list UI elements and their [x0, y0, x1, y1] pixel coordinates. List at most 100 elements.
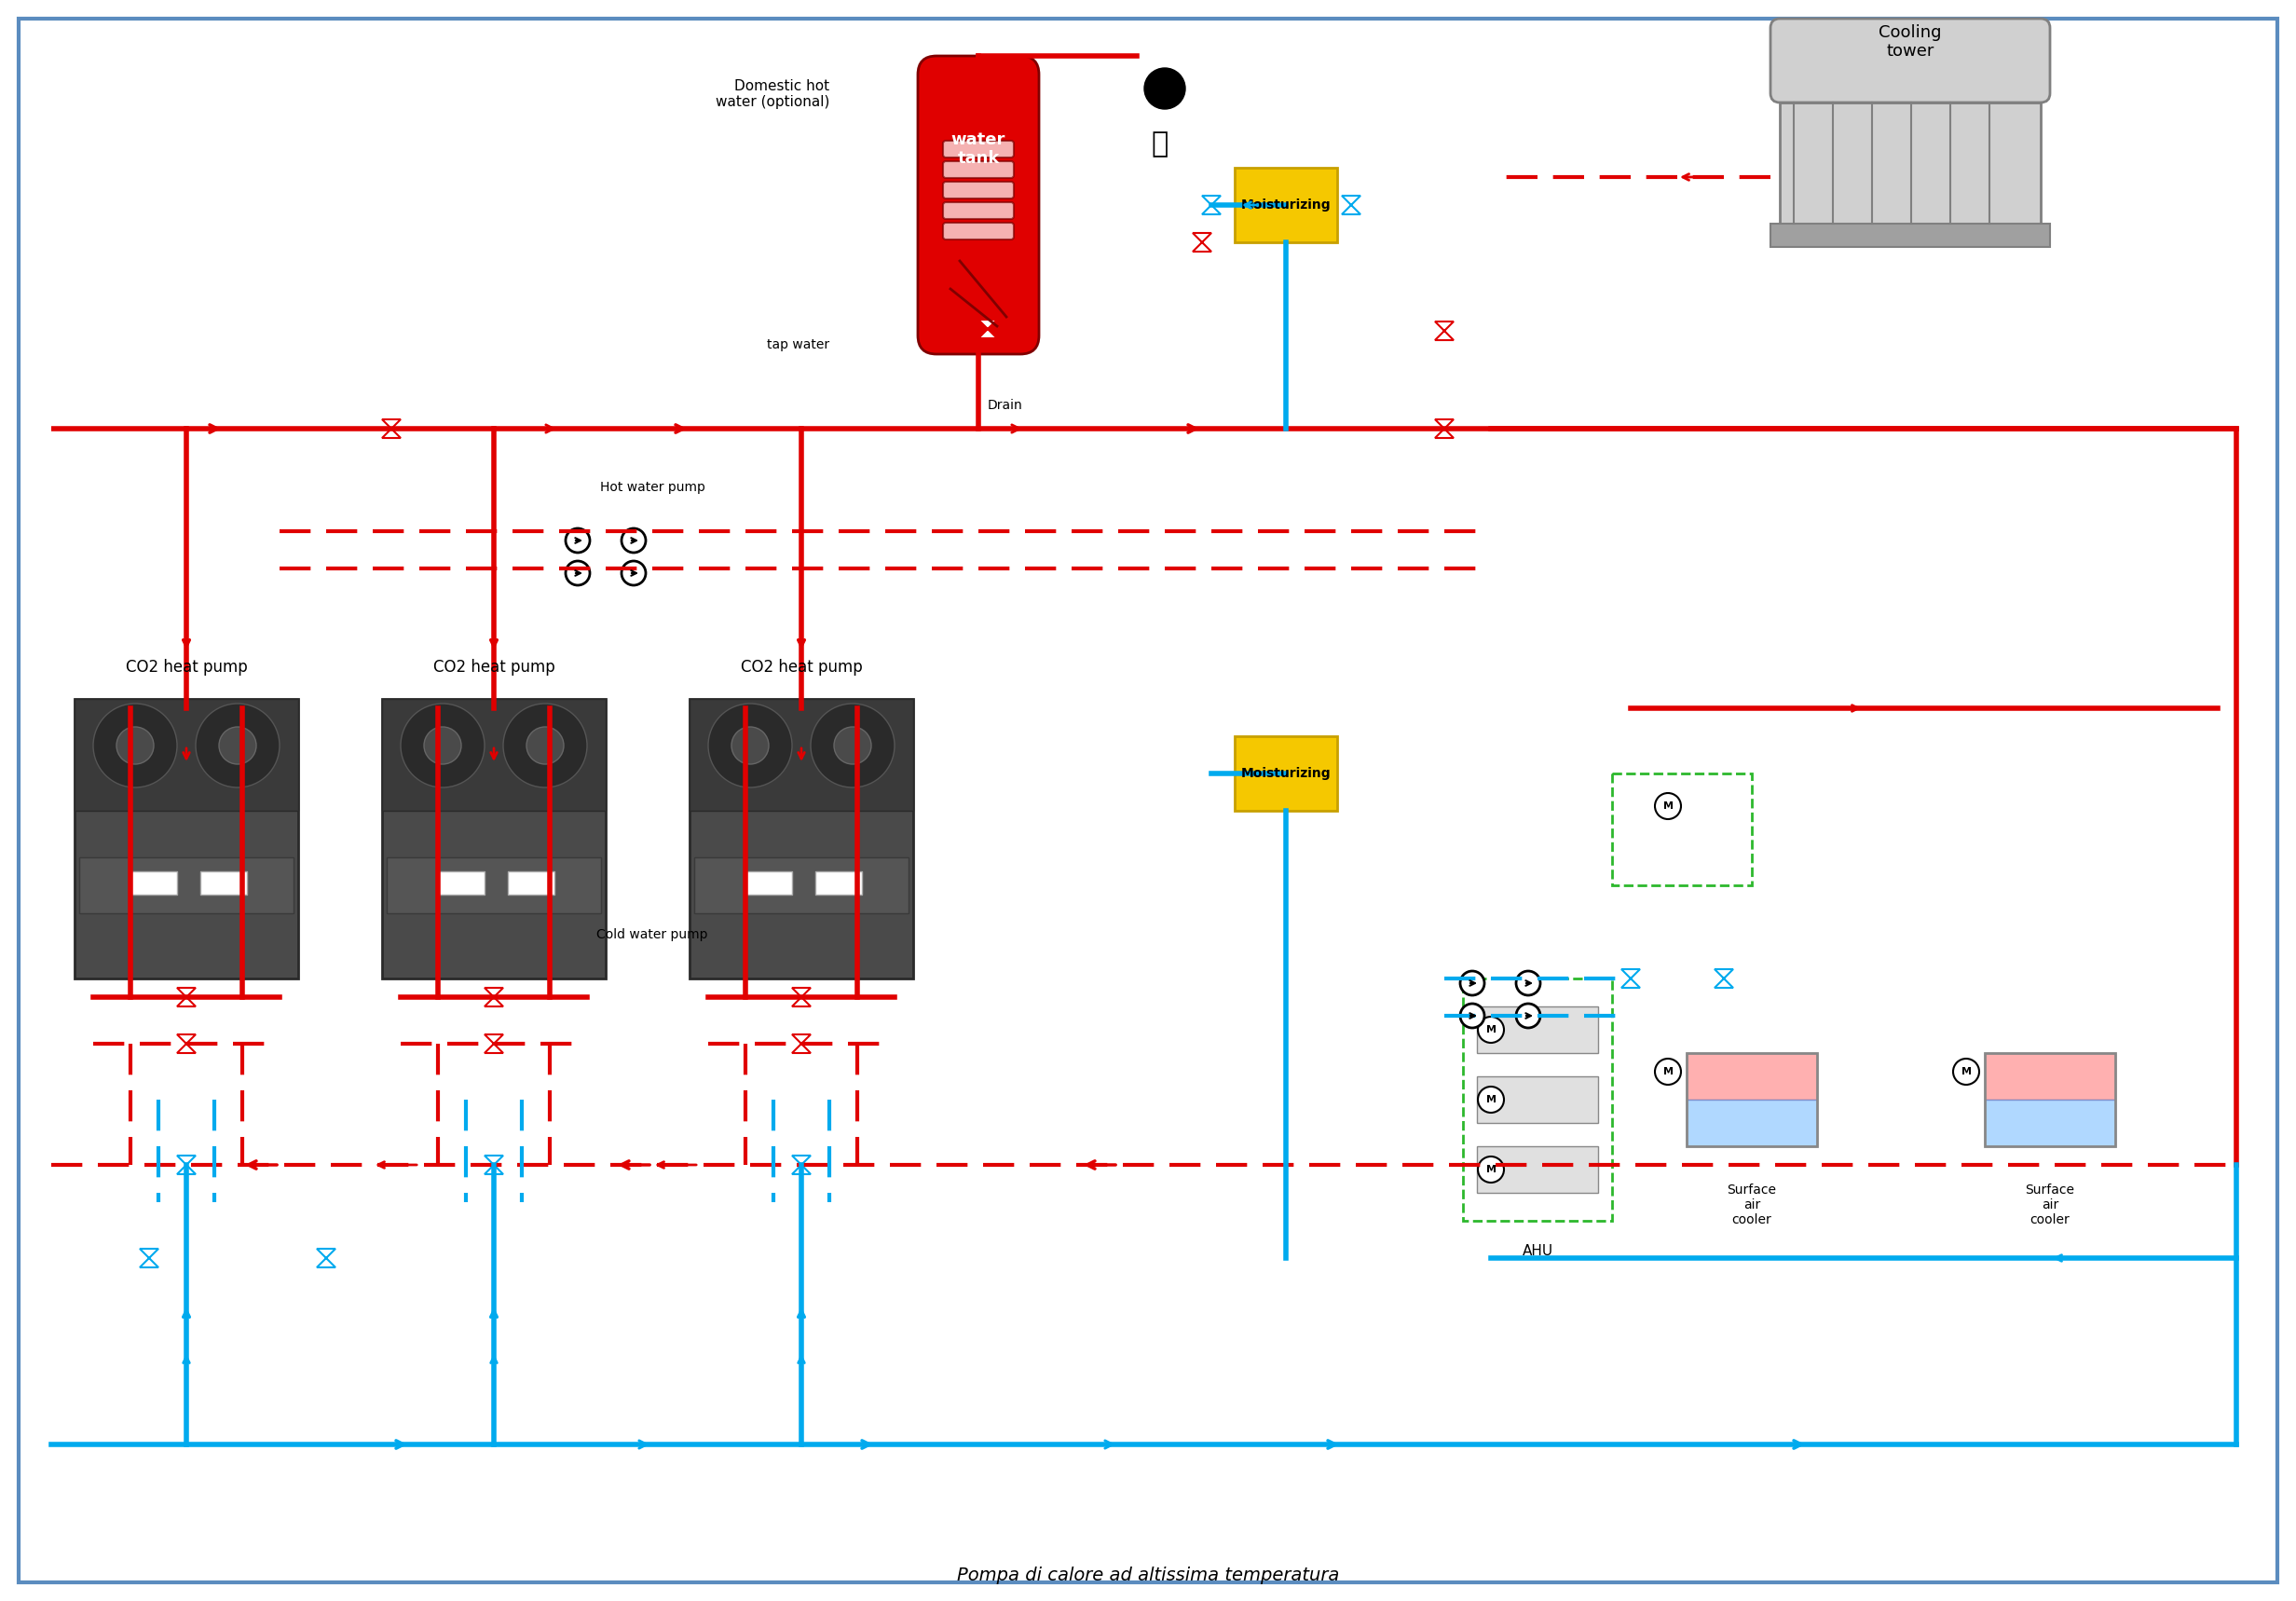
Text: Cooling
tower: Cooling tower	[1878, 24, 1942, 59]
Bar	[1770, 224, 2050, 247]
Bar	[386, 858, 602, 913]
Polygon shape	[1203, 195, 1221, 215]
Polygon shape	[1435, 419, 1453, 439]
Polygon shape	[1435, 322, 1453, 339]
Text: M: M	[1486, 1166, 1497, 1174]
Bar	[1235, 736, 1336, 810]
Bar	[1463, 978, 1612, 1222]
Bar	[815, 871, 861, 895]
Circle shape	[503, 703, 588, 788]
Bar	[1688, 1053, 1816, 1100]
Bar	[381, 700, 606, 978]
Bar	[1984, 1053, 2115, 1146]
Circle shape	[565, 560, 590, 586]
Text: Domestic hot
water (optional): Domestic hot water (optional)	[716, 78, 829, 109]
Bar	[689, 700, 914, 810]
FancyBboxPatch shape	[944, 183, 1015, 199]
Text: AHU: AHU	[1522, 1244, 1552, 1258]
Bar	[693, 858, 909, 913]
FancyBboxPatch shape	[944, 223, 1015, 240]
FancyBboxPatch shape	[944, 202, 1015, 219]
Bar	[746, 871, 792, 895]
Text: water
tank: water tank	[951, 131, 1006, 167]
Polygon shape	[792, 1156, 810, 1174]
Text: Hot water pump: Hot water pump	[599, 480, 705, 493]
Bar	[200, 871, 248, 895]
Polygon shape	[1341, 195, 1362, 215]
FancyBboxPatch shape	[918, 56, 1040, 354]
Circle shape	[1479, 1017, 1504, 1042]
Circle shape	[218, 727, 257, 764]
FancyBboxPatch shape	[944, 141, 1015, 157]
Bar	[73, 700, 298, 810]
Circle shape	[1460, 972, 1486, 996]
Circle shape	[1143, 67, 1185, 109]
Text: M: M	[1961, 1066, 1972, 1076]
Bar	[507, 871, 553, 895]
Circle shape	[1460, 1004, 1486, 1028]
Polygon shape	[317, 1249, 335, 1268]
Text: CO2 heat pump: CO2 heat pump	[739, 660, 863, 676]
Text: 🚿: 🚿	[1153, 131, 1169, 158]
Bar	[73, 700, 298, 978]
Text: M: M	[1662, 802, 1674, 810]
Text: M: M	[1662, 1066, 1674, 1076]
Text: Moisturizing: Moisturizing	[1240, 767, 1332, 780]
Circle shape	[1479, 1087, 1504, 1113]
Bar	[1984, 1053, 2115, 1100]
Bar	[689, 700, 914, 978]
Polygon shape	[381, 419, 402, 439]
Circle shape	[195, 703, 280, 788]
Bar	[381, 700, 606, 810]
Circle shape	[526, 727, 565, 764]
Circle shape	[94, 703, 177, 788]
Text: CO2 heat pump: CO2 heat pump	[434, 660, 556, 676]
Bar	[1688, 1053, 1816, 1146]
Bar	[1476, 1146, 1598, 1193]
Circle shape	[425, 727, 461, 764]
Circle shape	[1655, 792, 1681, 820]
Circle shape	[732, 727, 769, 764]
FancyBboxPatch shape	[1770, 19, 2050, 102]
Bar	[1984, 1100, 2115, 1146]
Circle shape	[833, 727, 870, 764]
Polygon shape	[177, 1156, 195, 1174]
Circle shape	[1515, 972, 1541, 996]
Polygon shape	[177, 1034, 195, 1053]
Circle shape	[622, 560, 645, 586]
Circle shape	[622, 528, 645, 552]
Polygon shape	[177, 988, 195, 1007]
Circle shape	[1954, 1058, 1979, 1085]
Polygon shape	[484, 1156, 503, 1174]
Circle shape	[1479, 1156, 1504, 1183]
Circle shape	[1655, 1058, 1681, 1085]
Bar	[131, 871, 177, 895]
Bar	[1779, 102, 2041, 224]
Text: Drain: Drain	[987, 399, 1024, 411]
Bar	[1476, 1076, 1598, 1122]
Polygon shape	[1715, 969, 1733, 988]
Polygon shape	[140, 1249, 158, 1268]
Bar	[1476, 1007, 1598, 1053]
Bar	[1688, 1100, 1816, 1146]
Circle shape	[117, 727, 154, 764]
Polygon shape	[978, 320, 996, 338]
Polygon shape	[484, 1034, 503, 1053]
Text: Cold water pump: Cold water pump	[597, 929, 707, 941]
Text: 🚿: 🚿	[1157, 75, 1173, 101]
Circle shape	[810, 703, 895, 788]
Text: tap water: tap water	[767, 338, 829, 351]
Bar	[439, 871, 484, 895]
Text: CO2 heat pump: CO2 heat pump	[126, 660, 248, 676]
Circle shape	[402, 703, 484, 788]
Polygon shape	[1621, 969, 1639, 988]
Bar	[1612, 773, 1752, 885]
Text: Moisturizing: Moisturizing	[1240, 199, 1332, 211]
Text: Surface
air
cooler: Surface air cooler	[2025, 1183, 2076, 1226]
Polygon shape	[792, 988, 810, 1007]
Polygon shape	[1192, 234, 1212, 251]
FancyBboxPatch shape	[944, 162, 1015, 178]
Text: Surface
air
cooler: Surface air cooler	[1727, 1183, 1777, 1226]
Bar	[78, 858, 294, 913]
Text: M: M	[1486, 1025, 1497, 1034]
